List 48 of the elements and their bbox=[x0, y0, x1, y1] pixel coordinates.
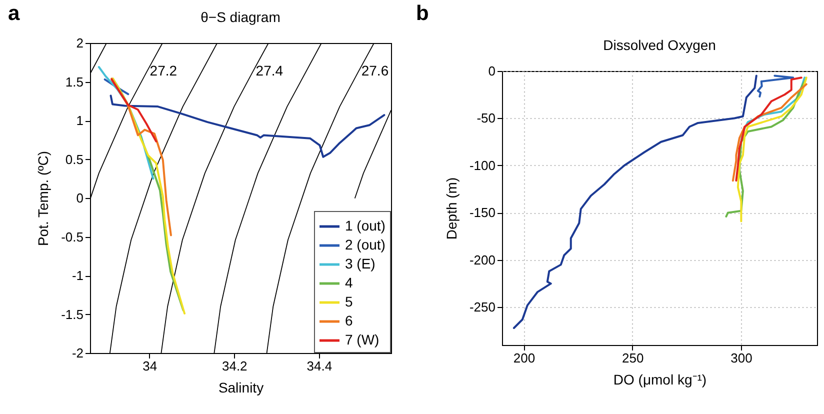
legend-label: 4 bbox=[345, 274, 353, 290]
y-tick-label: -150 bbox=[469, 205, 496, 220]
y-tick-label: 0.5 bbox=[65, 152, 84, 167]
line-series bbox=[110, 78, 158, 142]
x-tick-label: 34.4 bbox=[306, 358, 332, 374]
y-tick-label: -2 bbox=[72, 346, 84, 360]
chart-title: θ−S diagram bbox=[200, 9, 280, 25]
x-tick-label: 300 bbox=[730, 350, 752, 366]
chart-title: Dissolved Oxygen bbox=[603, 37, 716, 53]
x-tick-label: 34.2 bbox=[222, 358, 248, 374]
legend-label: 3 (E) bbox=[345, 256, 376, 272]
legend-label: 5 bbox=[345, 294, 353, 310]
y-tick-label: 0 bbox=[488, 64, 496, 78]
x-axis-title: DO (μmol kg⁻¹) bbox=[613, 372, 707, 388]
y-axis-title: Pot. Temp. (ºC) bbox=[35, 150, 52, 246]
y-tick-label: -100 bbox=[469, 158, 496, 173]
y-tick-label: 1.5 bbox=[65, 74, 84, 90]
text: b bbox=[416, 2, 429, 26]
x-tick-label: 200 bbox=[513, 350, 536, 366]
line-series bbox=[756, 74, 794, 98]
line-series bbox=[736, 76, 808, 222]
legend-label: 7 (W) bbox=[345, 332, 380, 348]
legend-label: 2 (out) bbox=[345, 236, 386, 252]
legend-label: 1 (out) bbox=[345, 218, 386, 234]
y-tick-label: -1 bbox=[72, 268, 84, 283]
y-tick-label: -1.5 bbox=[61, 306, 84, 322]
y-tick-label: -50 bbox=[476, 110, 496, 126]
y-tick-label: 0 bbox=[76, 190, 84, 206]
annotation: 27.2 bbox=[150, 62, 178, 79]
annotation: 27.6 bbox=[361, 62, 389, 79]
line-series bbox=[725, 78, 807, 218]
y-tick-label: -250 bbox=[469, 300, 496, 315]
line-series bbox=[732, 83, 808, 182]
text: a bbox=[8, 2, 20, 26]
line-series bbox=[110, 94, 386, 158]
y-tick-label: -0.5 bbox=[61, 229, 84, 244]
x-tick-label: 250 bbox=[622, 350, 644, 366]
line-series bbox=[110, 78, 172, 236]
y-tick-label: -200 bbox=[469, 252, 496, 268]
x-axis-title: Salinity bbox=[218, 380, 264, 396]
legend-label: 6 bbox=[345, 312, 353, 328]
y-tick-label: 1 bbox=[76, 113, 84, 128]
line-series bbox=[512, 74, 758, 329]
y-tick-label: 2 bbox=[76, 36, 84, 50]
annotation: 27.4 bbox=[256, 62, 284, 79]
x-tick-label: 34 bbox=[142, 358, 158, 374]
line-series bbox=[735, 76, 802, 182]
y-axis-title: Depth (m) bbox=[443, 177, 460, 240]
